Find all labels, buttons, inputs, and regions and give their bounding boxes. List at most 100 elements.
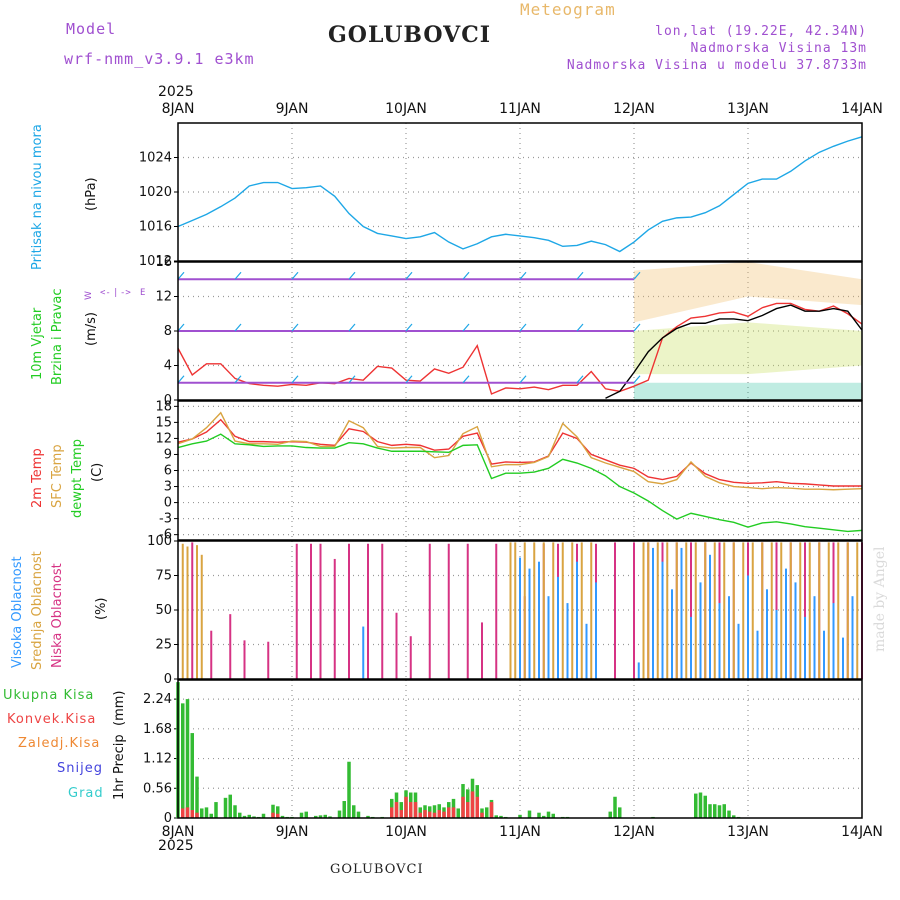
- cloud-niska-oblacnost-bar-3: [243, 640, 246, 679]
- wind-compass-bar: |: [113, 288, 119, 298]
- precip-ukupna-kisa-bar-29: [337, 810, 342, 818]
- cloud-srednja-oblacnost-bar-33: [818, 542, 821, 679]
- cloud-visoka-oblacnost-bar-16: [699, 582, 702, 679]
- precip-ukupna-kisa-bar-74: [694, 793, 698, 818]
- ytick-label-precip-1: 0.56: [143, 781, 172, 796]
- precip-ukupna-kisa-bar-75: [698, 792, 703, 818]
- cloud-srednja-oblacnost-bar-19: [685, 542, 688, 679]
- cloud-srednja-oblacnost-bar-36: [846, 542, 849, 679]
- temp-label-sub: SFC Temp: [50, 444, 65, 508]
- cloud-niska-oblacnost-bar-15: [447, 543, 450, 679]
- wind-wind-barbs-row-3-barb-8: [633, 375, 641, 384]
- ytick-label-cloud-3: 75: [155, 569, 172, 584]
- wind-wind-barbs-row-1-barb-2: [291, 271, 299, 280]
- wind-wind-barbs-row-1-barb-5: [462, 271, 470, 280]
- temp-label-sub2: dewpt Temp: [70, 438, 85, 518]
- cloud-niska-oblacnost-bar-26: [633, 542, 635, 679]
- cloud-visoka-oblacnost-bar-32: [851, 596, 854, 679]
- wind-units: (m/s): [84, 312, 99, 346]
- precip-ukupna-kisa-bar-19: [276, 806, 280, 818]
- cloud-srednja-oblacnost-bar-1: [186, 546, 189, 679]
- cloud-visoka-oblacnost-bar-28: [813, 596, 816, 679]
- chart-type-title: Meteogram: [520, 0, 616, 19]
- wind-compass-e: E: [140, 288, 146, 298]
- x-tick-top-8JAN: 8JAN: [162, 101, 195, 117]
- cloud-srednja-oblacnost-bar-18: [675, 542, 678, 679]
- x-tick-top-14JAN: 14JAN: [841, 101, 883, 117]
- ytick-label-cloud-0: 0: [164, 672, 172, 687]
- cloud-visoka-oblacnost-bar-15: [690, 616, 692, 679]
- precip-ukupna-kisa-bar-18: [271, 804, 275, 818]
- model-name: wrf-nmm_v3.9.1 e3km: [64, 50, 255, 68]
- precip-konvek-kisa-bar-24: [480, 812, 484, 818]
- ytick-label-pressure-0: 1012: [139, 254, 172, 269]
- cloud-visoka-oblacnost-bar-12: [661, 561, 664, 679]
- precip-ukupna-kisa-bar-2: [185, 699, 190, 818]
- cloud-niska-oblacnost-bar-12: [395, 612, 398, 679]
- precip-ukupna-kisa-bar-78: [713, 804, 717, 818]
- ytick-label-temperature-1: -3: [159, 512, 172, 527]
- precip-ukupna-kisa-bar-4: [195, 776, 199, 818]
- precip-ukupna-kisa-bar-33: [356, 811, 361, 818]
- cloud-visoka-oblacnost-bar-30: [832, 603, 835, 679]
- cloud-niska-oblacnost-bar-30: [690, 542, 692, 679]
- ytick-label-wind-1: 4: [164, 359, 172, 374]
- cloud-label-mid: Srednja Oblacnost: [30, 551, 45, 670]
- precip-ukupna-kisa-bar-10: [228, 794, 232, 818]
- x-tick-top-11JAN: 11JAN: [499, 101, 541, 117]
- wind-wind-barbs-row-1-barb-7: [576, 271, 584, 280]
- cloud-visoka-oblacnost-bar-17: [709, 554, 711, 679]
- cloud-srednja-oblacnost-bar-31: [799, 542, 802, 679]
- wind-wind-barbs-row-2-barb-6: [519, 323, 527, 332]
- cloud-visoka-oblacnost-bar-11: [652, 547, 654, 679]
- wind-wind-barbs-row-2-barb-3: [348, 323, 356, 332]
- precip-ukupna-kisa-bar-46: [432, 805, 437, 818]
- wind-wind-barbs-row-3-barb-3: [348, 375, 356, 384]
- ytick-label-precip-2: 1.12: [143, 752, 172, 767]
- cloud-srednja-oblacnost-bar-7: [533, 542, 536, 679]
- ytick-label-wind-2: 8: [164, 324, 172, 339]
- cloud-srednja-oblacnost-bar-14: [642, 542, 645, 679]
- cloud-visoka-oblacnost-bar-9: [595, 582, 597, 679]
- precip-ukupna-kisa-bar-30: [342, 801, 346, 818]
- precip-ukupna-kisa-bar-20: [280, 815, 285, 818]
- cloud-visoka-oblacnost-bar-22: [756, 630, 759, 679]
- precip-ukupna-kisa-bar-65: [542, 815, 546, 818]
- cloud-niska-oblacnost-bar-14: [428, 543, 431, 679]
- wind-label-main: 10m Vjetar: [30, 307, 45, 380]
- precip-konvek-kisa-bar-4: [271, 812, 275, 818]
- wind-wind-speed-line: [177, 302, 863, 395]
- precip-konvek-kisa-bar-0: [181, 808, 185, 818]
- panel-frame-pressure: [177, 122, 863, 262]
- precip-konvek-kisa-bar-3: [195, 812, 199, 818]
- ytick-label-temperature-5: 9: [164, 447, 172, 462]
- cloud-visoka-oblacnost-bar-20: [737, 623, 740, 679]
- cloud-niska-oblacnost-bar-8: [333, 558, 336, 679]
- cloud-visoka-oblacnost-bar-6: [566, 603, 569, 679]
- precip-ukupna-kisa-bar-12: [238, 812, 242, 818]
- precip-ukupna-kisa-bar-24: [304, 811, 308, 818]
- ytick-label-temperature-3: 3: [164, 480, 172, 495]
- precip-ukupna-kisa-bar-64: [537, 812, 541, 818]
- precip-konvek-kisa-bar-2: [190, 810, 194, 818]
- cloud-niska-oblacnost-bar-13: [409, 636, 412, 679]
- cloud-srednja-oblacnost-bar-10: [561, 542, 564, 679]
- x-tick-bottom-11JAN: 11JAN: [499, 824, 541, 840]
- precip-ukupna-kisa-bar-27: [323, 814, 327, 818]
- wind-wind-barbs-row-3-barb-4: [405, 375, 413, 384]
- cloud-visoka-oblacnost-bar-5: [557, 576, 559, 679]
- cloud-visoka-oblacnost-bar-24: [775, 610, 778, 679]
- cloud-srednja-oblacnost-bar-5: [514, 542, 517, 679]
- cloud-srednja-oblacnost-bar-37: [856, 542, 859, 679]
- cloud-visoka-oblacnost-bar-3: [538, 561, 540, 679]
- precip-konvek-kisa-bar-11: [413, 802, 418, 818]
- ytick-label-precip-3: 1.68: [143, 722, 172, 737]
- cloud-niska-oblacnost-bar-18: [495, 543, 498, 679]
- precip-ukupna-kisa-bar-23: [299, 812, 304, 818]
- precip-konvek-kisa-bar-19: [451, 807, 456, 818]
- wind-shading-upper: [634, 262, 862, 323]
- cloud-srednja-oblacnost-bar-25: [742, 542, 745, 679]
- precip-units: (mm): [112, 690, 127, 726]
- cloud-srednja-oblacnost-bar-32: [808, 542, 811, 679]
- ytick-label-precip-0: 0: [164, 811, 172, 826]
